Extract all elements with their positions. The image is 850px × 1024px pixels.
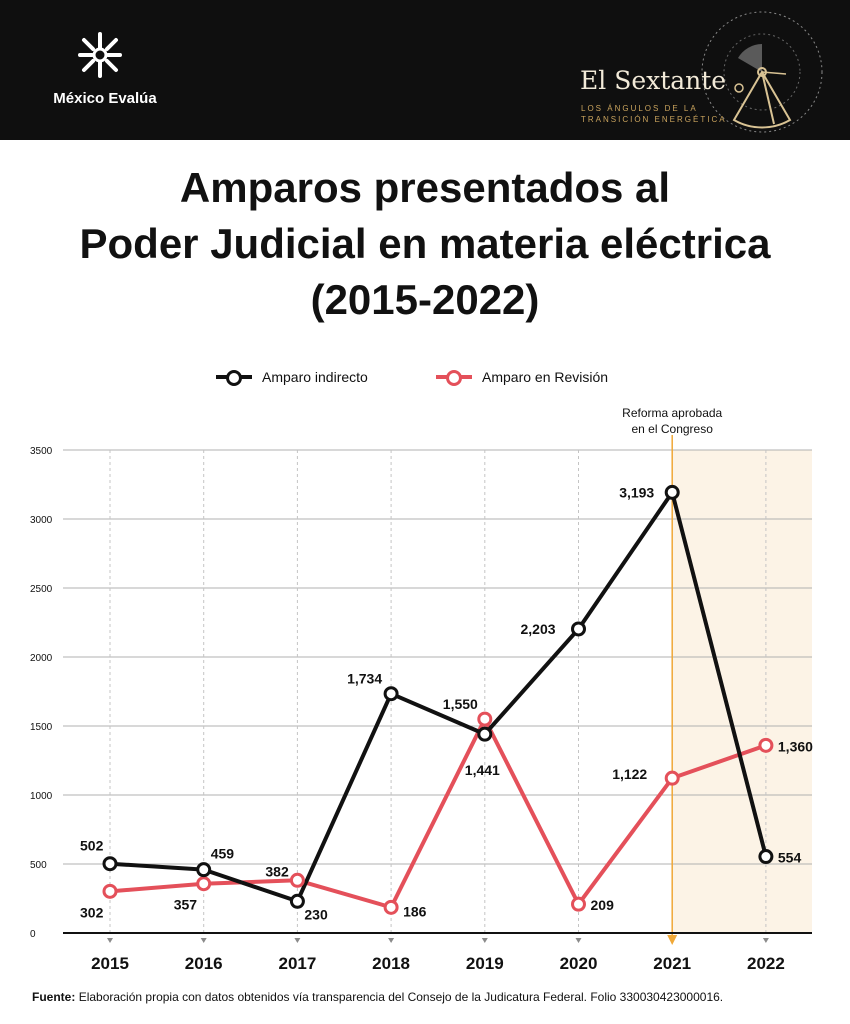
series-line-amparo-revision — [109, 717, 767, 910]
data-label-amparo-indirecto: 1,734 — [347, 671, 382, 687]
chart-title-line-3: (2015-2022) — [310, 276, 540, 323]
data-point-amparo-indirecto — [196, 862, 212, 878]
source-text: Elaboración propia con datos obtenidos v… — [78, 990, 724, 1004]
data-point-amparo-revision — [477, 711, 493, 727]
reform-marker-arrow — [667, 935, 678, 945]
data-label-amparo-revision: 302 — [80, 904, 104, 920]
data-point-amparo-revision — [664, 770, 680, 786]
y-tick-label: 3000 — [30, 515, 53, 526]
header-banner: México Evalúa El Sextante LOS ÁNGULOS DE… — [0, 0, 850, 140]
legend-label-amparo-revision: Amparo en Revisión — [482, 369, 609, 385]
data-label-amparo-revision: 357 — [174, 897, 198, 913]
legend-item-amparo-revision: Amparo en Revisión — [436, 366, 608, 388]
y-tick-label: 2000 — [30, 653, 53, 664]
legend-label-amparo-indirecto: Amparo indirecto — [262, 369, 368, 385]
data-label-amparo-revision: 186 — [403, 903, 427, 919]
data-label-amparo-revision: 1,122 — [612, 766, 647, 782]
data-point-amparo-revision — [383, 899, 399, 915]
legend-swatch-amparo-indirecto — [216, 370, 252, 386]
y-tick-label: 500 — [30, 860, 47, 871]
data-point-amparo-revision — [758, 737, 774, 753]
x-tick-label: 2016 — [185, 954, 223, 973]
x-tick-marker — [481, 938, 488, 943]
data-label-amparo-revision: 1,550 — [443, 696, 478, 712]
data-label-amparo-indirecto: 230 — [304, 906, 328, 922]
legend-swatch-amparo-revision — [436, 370, 472, 386]
data-label-amparo-indirecto: 554 — [778, 850, 802, 866]
legend-item-amparo-indirecto: Amparo indirecto — [216, 366, 368, 388]
highlight-region — [672, 450, 812, 933]
x-tick-label: 2015 — [91, 954, 129, 973]
el-sextante-logo-icon — [701, 11, 823, 133]
data-label-amparo-indirecto: 502 — [80, 838, 104, 854]
y-tick-label: 1000 — [30, 791, 53, 802]
data-label-amparo-indirecto: 3,193 — [619, 484, 654, 500]
y-tick-label: 1500 — [30, 722, 53, 733]
x-tick-marker — [200, 938, 207, 943]
x-tick-label: 2017 — [278, 954, 316, 973]
mexico-evalua-logo-icon — [78, 32, 122, 78]
x-tick-label: 2018 — [372, 954, 410, 973]
x-tick-label: 2021 — [653, 954, 691, 973]
chart-title: Amparos presentados al Poder Judicial en… — [0, 160, 850, 328]
x-tick-marker — [294, 938, 301, 943]
brand-subtitle: LOS ÁNGULOS DE LA TRANSICIÓN ENERGÉTICA — [581, 103, 727, 125]
data-point-amparo-indirecto — [102, 856, 118, 872]
brand-subtitle-line-2: TRANSICIÓN ENERGÉTICA — [581, 115, 727, 124]
source-note: Fuente: Elaboración propia con datos obt… — [32, 990, 723, 1004]
org-name: México Evalúa — [53, 90, 157, 107]
data-label-amparo-indirecto: 2,203 — [521, 621, 556, 637]
reform-annotation-line: Reforma aprobada — [622, 406, 722, 420]
x-tick-label: 2019 — [466, 954, 504, 973]
reform-annotation-line: en el Congreso — [632, 422, 714, 436]
legend: Amparo indirecto Amparo en Revisión — [0, 366, 850, 388]
y-tick-label: 2500 — [30, 584, 53, 595]
data-point-amparo-revision — [571, 896, 586, 912]
data-point-amparo-indirecto — [383, 686, 399, 702]
data-label-amparo-revision: 209 — [591, 897, 615, 913]
data-label-amparo-revision: 382 — [265, 863, 289, 879]
data-label-amparo-indirecto: 459 — [211, 846, 235, 862]
series-line-amparo-indirecto — [109, 490, 768, 904]
x-tick-marker — [762, 938, 769, 943]
source-label: Fuente: — [32, 990, 76, 1004]
x-tick-label: 2020 — [560, 954, 598, 973]
data-point-amparo-indirecto — [571, 621, 586, 637]
data-point-amparo-indirecto — [477, 726, 493, 742]
data-label-amparo-indirecto: 1,441 — [465, 762, 500, 778]
data-point-amparo-indirecto — [664, 484, 680, 500]
brand-subtitle-line-1: LOS ÁNGULOS DE LA — [581, 104, 698, 113]
data-label-amparo-revision: 1,360 — [778, 738, 813, 754]
brand-title: El Sextante — [580, 66, 727, 95]
x-tick-marker — [388, 938, 395, 943]
data-point-amparo-revision — [102, 883, 118, 899]
chart-title-line-1: Amparos presentados al — [179, 164, 671, 211]
line-chart: 0 500 1000 1500 2000 2500 3000 3500 Reforma apro… — [30, 406, 813, 973]
data-point-amparo-indirecto — [758, 849, 774, 865]
y-tick-label: 0 — [30, 929, 36, 940]
y-tick-label: 3500 — [30, 446, 53, 457]
chart-title-line-2: Poder Judicial en materia eléctrica — [79, 220, 771, 267]
x-tick-marker — [575, 938, 582, 943]
data-point-amparo-revision — [196, 876, 212, 892]
data-point-amparo-indirecto — [289, 893, 305, 909]
x-tick-label: 2022 — [747, 954, 785, 973]
data-point-amparo-revision — [289, 872, 305, 888]
x-tick-marker — [107, 938, 113, 943]
